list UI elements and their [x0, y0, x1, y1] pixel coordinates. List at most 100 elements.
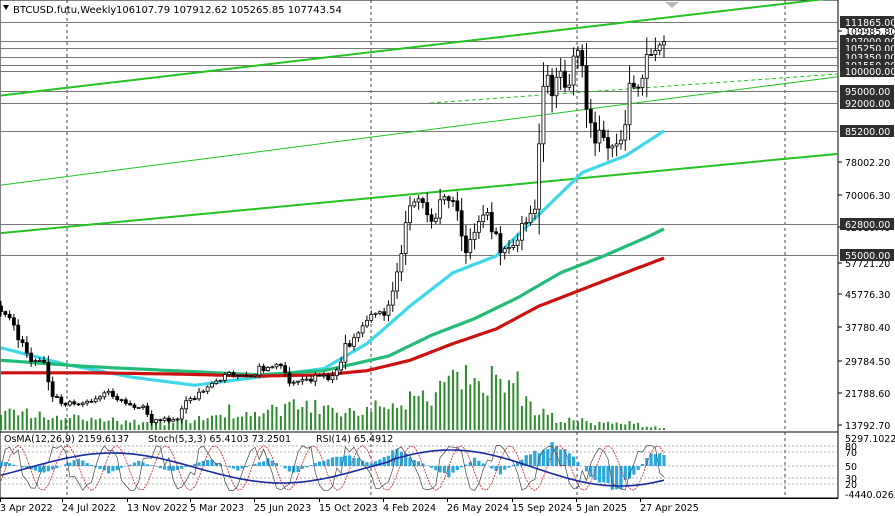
candle-body	[63, 402, 68, 406]
price-tick-label: 57721.20	[845, 259, 890, 270]
volume-bar	[611, 423, 614, 430]
volume-bar	[172, 422, 175, 430]
volume-bar	[146, 422, 149, 430]
time-tick-label: 5 Jan 2025	[576, 503, 627, 514]
level-label: 92000.00	[845, 99, 890, 110]
osma-bar	[610, 466, 614, 490]
volume-bar	[68, 417, 71, 430]
volume-bar	[279, 415, 282, 430]
volume-bar	[628, 421, 631, 430]
level-label: 85200.00	[845, 127, 890, 138]
time-axis: 3 Apr 2022 24 Jul 2022 13 Nov 2022 5 Mar 20…	[0, 498, 699, 514]
volume-bar	[180, 418, 183, 430]
volume-bar	[81, 419, 84, 430]
candle-body	[537, 143, 542, 210]
candle-body	[614, 143, 619, 147]
support-resistance-lines	[0, 22, 838, 256]
volume-bar	[133, 419, 136, 430]
osma-bar	[25, 466, 29, 469]
volume-bar	[404, 409, 407, 430]
osma-bar	[348, 455, 352, 466]
candle-body	[201, 390, 206, 393]
osma-bar	[451, 466, 455, 473]
candle-body	[50, 381, 55, 397]
osma-bar	[283, 466, 287, 469]
osma-bar	[524, 455, 528, 466]
osma-bar	[309, 465, 313, 466]
osma-bar	[0, 461, 3, 466]
candle-body	[631, 82, 636, 88]
osma-bar	[8, 463, 12, 466]
oscillator-axis-label: 5297.1022	[845, 434, 895, 445]
volume-bar	[297, 409, 300, 430]
candle-body	[24, 342, 29, 354]
candle-body	[123, 399, 128, 404]
osma-bar	[339, 456, 343, 466]
candle-body	[321, 374, 326, 377]
volume-bar	[439, 380, 442, 430]
volume-bar	[533, 415, 536, 430]
volume-bar	[12, 409, 15, 430]
candle-body	[472, 231, 477, 240]
candle-body	[12, 317, 16, 326]
candle-body	[171, 418, 176, 422]
volume-bar	[430, 405, 433, 430]
volume-bar	[576, 421, 579, 430]
volume-bar	[426, 401, 429, 430]
candle-body	[386, 304, 391, 316]
candle-body	[451, 200, 455, 202]
osma-bar	[145, 464, 149, 466]
volume-bar	[383, 407, 386, 430]
volume-bars	[0, 365, 665, 430]
volume-bar	[357, 415, 360, 430]
candle-body	[111, 390, 115, 397]
osma-bar	[162, 466, 167, 470]
osma-bar	[408, 457, 412, 466]
candle-body	[588, 108, 593, 124]
candle-body	[627, 82, 632, 126]
candle-body	[644, 54, 649, 79]
volume-bar	[365, 406, 368, 430]
candle-body	[524, 222, 529, 224]
osma-bar	[231, 466, 236, 469]
time-tick-label: 25 Jun 2023	[254, 503, 311, 514]
candle-body	[390, 290, 395, 306]
volume-bar	[30, 418, 33, 430]
volume-bar	[219, 414, 222, 430]
shift-marker-icon[interactable]	[665, 2, 679, 8]
candle-body	[304, 378, 309, 381]
osma-bar	[236, 466, 240, 471]
time-tick-label: 24 Jul 2022	[62, 503, 116, 514]
volume-bar	[284, 403, 287, 430]
osma-bar	[541, 450, 546, 466]
candle-body	[179, 408, 184, 420]
candle-body	[502, 248, 507, 254]
candle-body	[571, 55, 576, 86]
volume-bar	[163, 425, 166, 430]
level-label-box	[840, 97, 894, 109]
osma-bar	[589, 466, 593, 477]
osma-bar	[468, 462, 472, 466]
candle-body	[128, 402, 133, 406]
osma-bar	[412, 460, 416, 466]
osma-bar	[391, 450, 395, 466]
volume-bar	[335, 412, 338, 430]
volume-bar	[0, 414, 2, 430]
oscillator-axis-label: 70	[845, 448, 857, 459]
volume-bar	[94, 419, 97, 430]
osma-bar	[158, 466, 162, 469]
osma-bar	[227, 466, 231, 468]
volume-bar	[370, 411, 373, 430]
candle-body	[197, 391, 201, 400]
volume-bar	[473, 377, 476, 430]
volume-bar	[658, 428, 661, 430]
osma-bar	[98, 466, 102, 470]
osma-bar	[296, 466, 300, 473]
volume-bar	[525, 396, 528, 430]
rsi-line	[0, 449, 665, 487]
osma-bar	[369, 463, 373, 466]
osma-bar	[477, 460, 481, 466]
volume-bar	[499, 378, 502, 430]
candle-body	[356, 332, 361, 339]
